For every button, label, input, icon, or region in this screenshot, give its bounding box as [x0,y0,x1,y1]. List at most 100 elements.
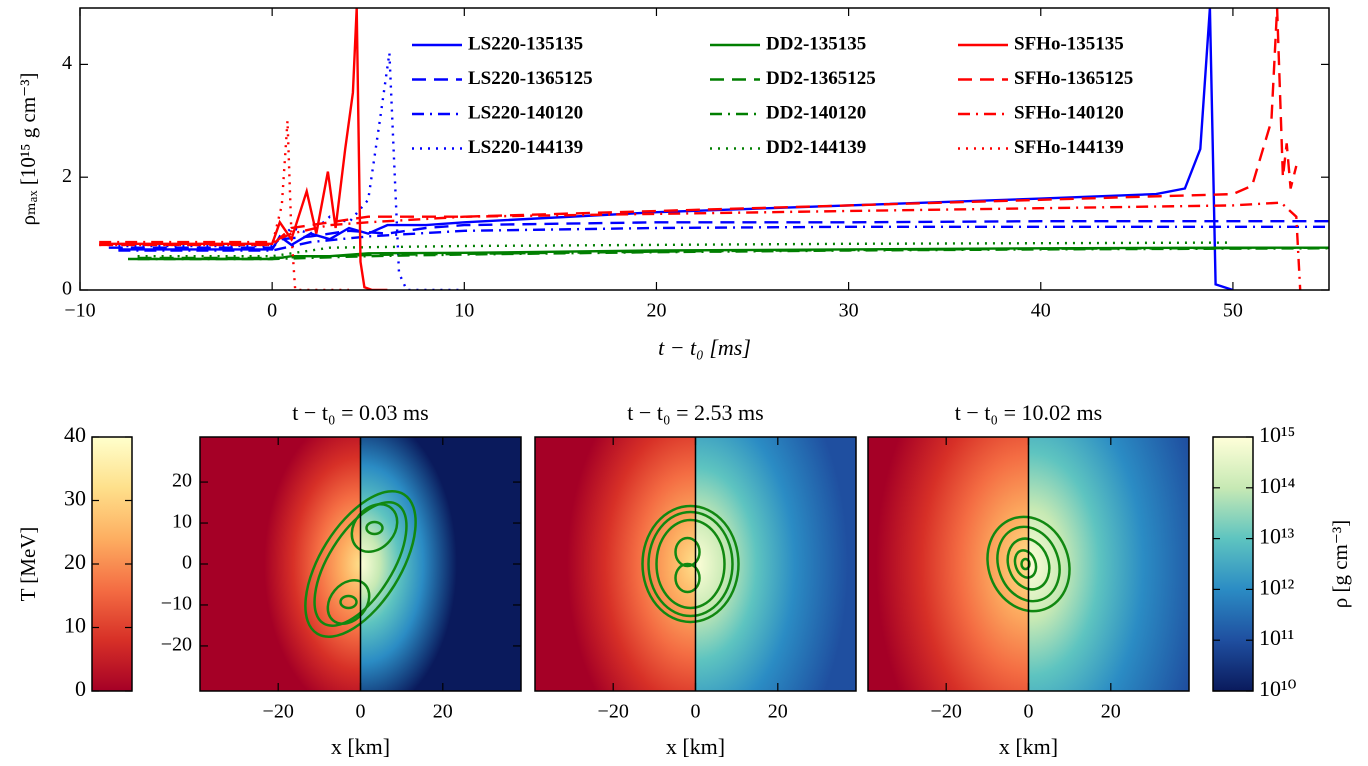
contour [674,536,701,568]
contour [365,520,384,536]
colorbar-label: ρ [g cm⁻³] [1328,520,1352,609]
colorbar-tick-label: 10¹³ [1259,524,1295,549]
contour [1006,537,1051,591]
panel-title: t − t₀ = 10.02 ms [955,400,1102,425]
y-tick-label: 0 [182,552,192,574]
x-axis-label: x [km] [331,734,390,759]
x-tick-label: −10 [64,300,95,322]
contour [996,525,1061,603]
series-line [128,246,1329,261]
series-line [137,247,1329,261]
colorbar-tick-label: 30 [64,486,86,511]
legend-label: SFHo-135135 [1014,33,1124,54]
contour [304,490,417,638]
y-tick-label: 0 [62,278,72,300]
contour [339,594,358,610]
temperature-field [200,437,361,691]
y-tick-label: 10 [172,511,192,533]
x-tick-label: 10 [454,300,474,322]
contour [986,515,1071,613]
colorbar-gradient [1213,437,1253,691]
colorbar-tick-label: 10¹⁰ [1259,676,1297,701]
colorbar-tick-label: 10¹² [1259,574,1295,599]
colorbar-frame [91,436,133,692]
series-line [118,225,1329,252]
y-tick-label: −20 [161,634,192,656]
x-tick-label: 20 [646,300,666,322]
contour [313,501,408,627]
contour [641,504,740,624]
heatmap-panel: −20 0 20 −20 −10 0 10 20 t − t₀ = 0.03 ms x [km] [161,400,522,759]
x-tick-label: 0 [267,300,277,322]
contour [674,562,701,594]
legend-label: SFHo-1365125 [1014,68,1133,89]
legend-label: DD2-1365125 [766,68,876,89]
plot-frame [79,7,1330,291]
x-tick-label: −20 [263,701,294,723]
panel-frame [534,436,857,692]
legend-label: SFHo-140120 [1014,102,1124,123]
series-line [108,220,1329,249]
contour [647,510,734,618]
colorbar-tick-label: 10¹⁴ [1259,473,1296,498]
colorbar-tick-label: 0 [75,676,86,701]
series-line [99,8,1298,247]
panel-frame [199,436,522,692]
contour [326,579,371,625]
contour [655,518,726,610]
y-tick-label: 2 [62,165,72,187]
y-tick-label: −10 [161,593,192,615]
temperature-field [868,437,1029,691]
y-axis-label: ρₘₐₓ [10¹⁵ g cm⁻³] [16,72,40,225]
panel-frame [867,436,1190,692]
colorbar-tick-label: 10 [64,613,86,638]
series-line [99,8,388,290]
x-axis-label: x [km] [666,734,725,759]
x-tick-label: 20 [768,701,788,723]
contour [1013,549,1038,579]
density-field [360,437,521,691]
colorbar-tick-label: 20 [64,549,86,574]
colorbar-tick-label: 10¹¹ [1259,625,1294,650]
colorbar: 10¹⁰ 10¹¹ 10¹² 10¹³ 10¹⁴ 10¹⁵ ρ [g cm⁻³] [1212,422,1352,701]
legend-label: LS220-135135 [468,33,583,54]
x-tick-label: 0 [1024,701,1034,723]
x-tick-label: 20 [433,701,453,723]
heatmap-panel: −20 0 20 t − t₀ = 2.53 ms x [km] [534,400,857,759]
x-tick-label: −20 [931,701,962,723]
colorbar: 0 10 20 30 40 T [MeV] [16,422,133,701]
temperature-field [535,437,696,691]
x-tick-label: 30 [839,300,859,322]
colorbar-frame [1212,436,1254,692]
series-line [99,120,349,290]
x-tick-label: 0 [356,701,366,723]
series-line [99,201,1302,290]
legend-label: SFHo-144139 [1014,137,1124,158]
legend-label: LS220-1365125 [468,68,593,89]
panel-title: t − t₀ = 2.53 ms [627,400,763,425]
x-tick-label: −20 [598,701,629,723]
x-axis-label: t − t₀ [ms] [658,335,751,360]
x-tick-label: 40 [1031,300,1051,322]
x-axis-label: x [km] [999,734,1058,759]
legend-label: DD2-144139 [766,137,866,158]
density-contours [986,515,1071,613]
density-contours [304,490,417,638]
series-line [137,241,1233,258]
legend-label: LS220-144139 [468,137,583,158]
density-field [695,437,856,691]
x-tick-label: 20 [1101,701,1121,723]
density-field [1028,437,1189,691]
legend-label: DD2-135135 [766,33,866,54]
y-tick-label: 4 [62,52,72,74]
density-contours [641,504,740,624]
colorbar-label: T [MeV] [16,527,40,602]
legend-label: LS220-140120 [468,102,583,123]
contour [1020,557,1031,571]
colorbar-tick-label: 10¹⁵ [1259,422,1295,447]
x-tick-label: 50 [1223,300,1243,322]
legend-label: DD2-140120 [766,102,866,123]
contour [350,503,399,553]
